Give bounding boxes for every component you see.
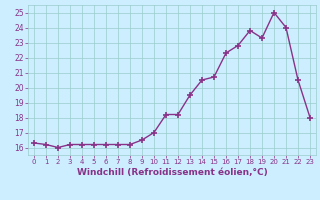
X-axis label: Windchill (Refroidissement éolien,°C): Windchill (Refroidissement éolien,°C) [76, 168, 268, 177]
